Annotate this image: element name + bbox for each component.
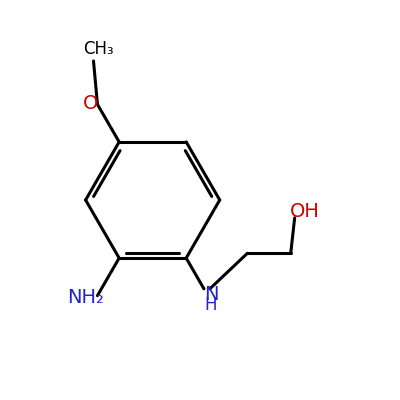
Text: CH₃: CH₃	[83, 40, 114, 58]
Text: O: O	[83, 94, 98, 113]
Text: H: H	[205, 296, 217, 314]
Text: OH: OH	[290, 202, 320, 221]
Text: N: N	[204, 285, 218, 304]
Text: NH₂: NH₂	[67, 288, 104, 307]
